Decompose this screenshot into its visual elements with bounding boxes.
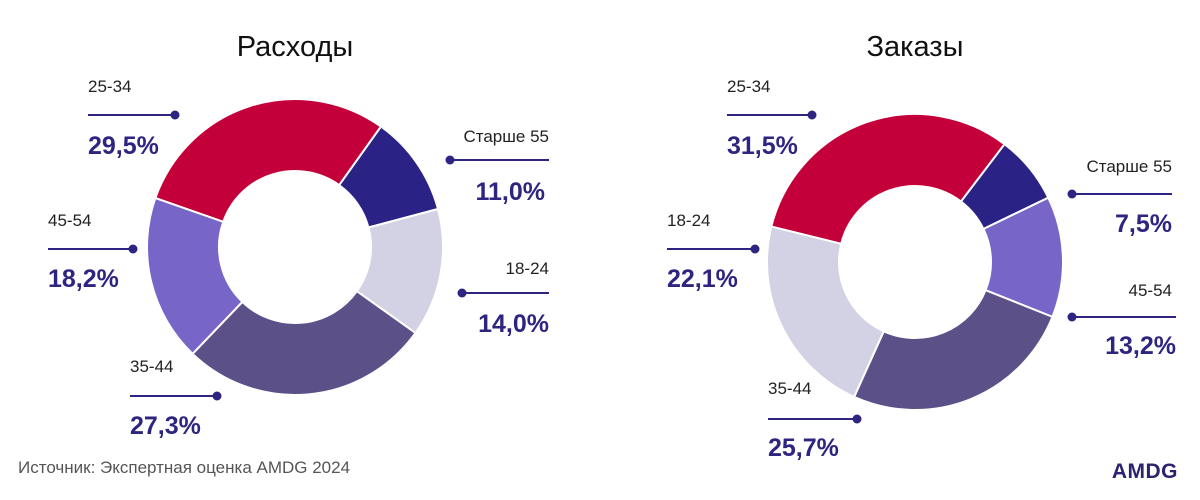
category-label: 45-54	[1129, 281, 1172, 300]
category-label: Старше 55	[1086, 157, 1172, 176]
slice-35-44	[191, 289, 417, 396]
leader-dot	[170, 110, 180, 120]
value-label: 22,1%	[667, 265, 738, 293]
donut-chart-2: Заказы 25-34 31,5% Старше 55 7,5% 45-54 13,2% 3…	[667, 31, 1176, 462]
category-label: 25-34	[88, 77, 131, 96]
value-label: 11,0%	[475, 178, 545, 206]
chart-title: Расходы	[237, 31, 353, 63]
value-label: 29,5%	[88, 132, 159, 160]
value-label: 13,2%	[1105, 332, 1176, 360]
slice-25-34	[154, 98, 383, 224]
donut-chart-1: Расходы 25-34 29,5% Старше 55 11,0% 18-24 14,0…	[48, 31, 549, 440]
leader-dot	[457, 288, 467, 298]
category-label: 18-24	[506, 259, 549, 278]
category-label: Старше 55	[463, 127, 549, 146]
value-label: 18,2%	[48, 265, 119, 293]
leader-dot	[445, 155, 455, 165]
leader-dot	[128, 244, 138, 254]
leader-dot	[212, 391, 222, 401]
category-label: 18-24	[667, 211, 710, 230]
category-label: 35-44	[130, 357, 173, 376]
source-note: Источник: Экспертная оценка AMDG 2024	[18, 458, 351, 477]
chart-title: Заказы	[867, 31, 964, 63]
brand-logo: AMDG	[1111, 460, 1178, 483]
value-label: 14,0%	[478, 310, 549, 338]
slice-18-24	[766, 225, 886, 399]
category-label: 25-34	[727, 77, 770, 96]
slice-35-44	[852, 288, 1054, 411]
leader-dot	[750, 244, 760, 254]
leader-dot	[1067, 312, 1077, 322]
category-label: 35-44	[768, 379, 811, 398]
leader-dot	[1067, 189, 1077, 199]
value-label: 31,5%	[727, 132, 798, 160]
value-label: 27,3%	[130, 412, 201, 440]
leader-dot	[852, 414, 862, 424]
value-label: 7,5%	[1115, 210, 1172, 238]
category-label: 45-54	[48, 211, 91, 230]
value-label: 25,7%	[768, 434, 839, 462]
slice-25-34	[770, 113, 1006, 246]
slice-45-54	[146, 196, 244, 356]
leader-dot	[807, 110, 817, 120]
